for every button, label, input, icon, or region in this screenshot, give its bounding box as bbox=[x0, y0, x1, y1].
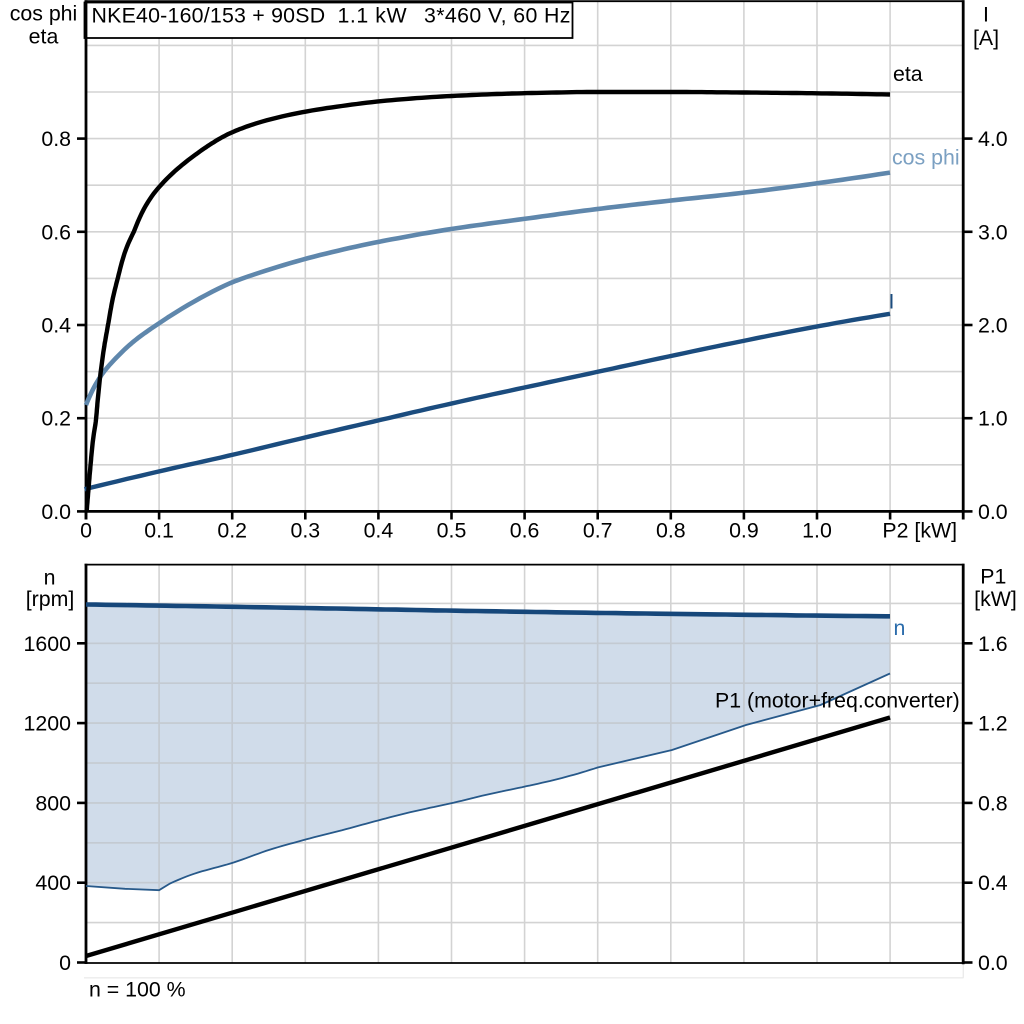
svg-text:eta: eta bbox=[29, 25, 59, 49]
svg-text:3.0: 3.0 bbox=[978, 220, 1008, 244]
svg-text:0.6: 0.6 bbox=[41, 220, 71, 244]
svg-text:1.0: 1.0 bbox=[978, 407, 1008, 431]
svg-text:[A]: [A] bbox=[973, 26, 999, 50]
svg-text:[rpm]: [rpm] bbox=[26, 587, 75, 611]
svg-text:0.5: 0.5 bbox=[437, 519, 467, 543]
svg-text:0.9: 0.9 bbox=[729, 519, 759, 543]
svg-text:P2 [kW]: P2 [kW] bbox=[882, 519, 957, 543]
svg-text:I: I bbox=[983, 3, 989, 27]
svg-text:1.6: 1.6 bbox=[978, 632, 1008, 656]
svg-text:1.1 kW: 1.1 kW bbox=[338, 3, 408, 27]
svg-text:800: 800 bbox=[35, 791, 71, 815]
svg-text:P1: P1 bbox=[980, 565, 1006, 589]
svg-text:n = 100 %: n = 100 % bbox=[89, 977, 186, 1001]
svg-text:cos phi: cos phi bbox=[10, 2, 78, 26]
svg-text:0: 0 bbox=[59, 951, 71, 975]
svg-text:1600: 1600 bbox=[24, 632, 72, 656]
svg-text:4.0: 4.0 bbox=[978, 127, 1008, 151]
svg-text:0.4: 0.4 bbox=[41, 314, 71, 338]
svg-text:0.0: 0.0 bbox=[978, 951, 1008, 975]
svg-text:1200: 1200 bbox=[24, 712, 72, 736]
svg-text:0.1: 0.1 bbox=[144, 519, 174, 543]
svg-text:n: n bbox=[44, 566, 56, 590]
svg-text:0.2: 0.2 bbox=[217, 519, 247, 543]
svg-text:I: I bbox=[889, 290, 895, 314]
svg-text:eta: eta bbox=[893, 62, 923, 86]
svg-text:0.6: 0.6 bbox=[510, 519, 540, 543]
svg-text:3*460 V, 60 Hz: 3*460 V, 60 Hz bbox=[424, 3, 571, 27]
svg-text:0.8: 0.8 bbox=[41, 127, 71, 151]
svg-text:n: n bbox=[894, 616, 906, 640]
svg-text:P1 (motor+freq.converter): P1 (motor+freq.converter) bbox=[715, 688, 960, 712]
svg-text:0.0: 0.0 bbox=[978, 500, 1008, 524]
svg-text:2.0: 2.0 bbox=[978, 314, 1008, 338]
svg-text:1.2: 1.2 bbox=[978, 712, 1008, 736]
svg-text:0: 0 bbox=[80, 519, 92, 543]
svg-text:0.8: 0.8 bbox=[656, 519, 686, 543]
svg-text:[kW]: [kW] bbox=[974, 587, 1017, 611]
svg-text:cos phi: cos phi bbox=[892, 146, 960, 170]
svg-text:400: 400 bbox=[35, 871, 71, 895]
svg-text:0.3: 0.3 bbox=[290, 519, 320, 543]
svg-text:0.0: 0.0 bbox=[41, 500, 71, 524]
svg-text:1.0: 1.0 bbox=[802, 519, 832, 543]
svg-text:0.7: 0.7 bbox=[583, 519, 613, 543]
svg-text:0.2: 0.2 bbox=[41, 407, 71, 431]
svg-text:0.4: 0.4 bbox=[364, 519, 394, 543]
svg-text:NKE40-160/153 + 90SD: NKE40-160/153 + 90SD bbox=[92, 3, 326, 27]
svg-text:0.8: 0.8 bbox=[978, 791, 1008, 815]
svg-text:0.4: 0.4 bbox=[978, 871, 1008, 895]
